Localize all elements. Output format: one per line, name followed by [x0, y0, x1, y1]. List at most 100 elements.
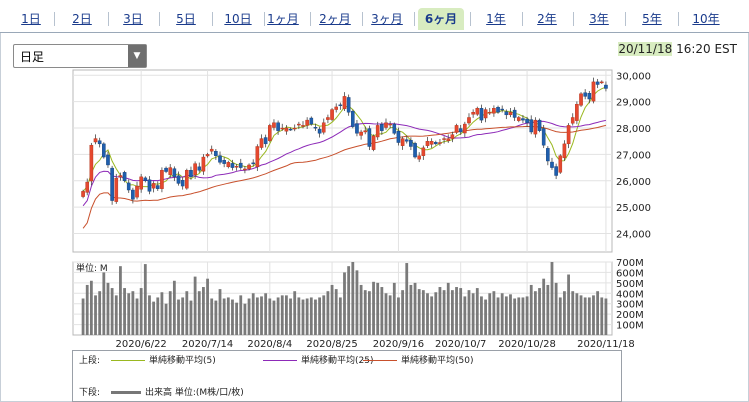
volume-bar	[546, 284, 550, 335]
tab-8[interactable]: 3ヶ月	[371, 12, 403, 26]
candle-body	[533, 119, 538, 135]
candle-body	[276, 122, 280, 131]
candle-body	[147, 179, 152, 192]
price-tick-label: 29,000	[616, 98, 651, 109]
volume-bar	[106, 282, 110, 335]
candle-body	[595, 81, 600, 85]
x-tick-label: 2020/7/14	[182, 339, 233, 350]
tab-separator	[310, 12, 311, 26]
volume-bar	[94, 295, 97, 335]
volume-bar	[98, 291, 102, 335]
volume-bar	[388, 295, 392, 335]
candle-body	[118, 175, 123, 178]
volume-bar	[471, 293, 475, 335]
price-tick-label: 28,000	[616, 124, 651, 135]
tab-2[interactable]: 2日	[72, 12, 92, 26]
volume-bar	[318, 297, 322, 335]
tab-3[interactable]: 3日	[123, 12, 143, 26]
volume-bar	[367, 291, 371, 335]
x-tick-label: 2020/8/25	[306, 339, 357, 350]
volume-bar	[305, 298, 309, 335]
candle-body	[102, 143, 106, 158]
volume-bar	[156, 297, 160, 335]
tab-separator	[362, 12, 363, 26]
candle-body	[230, 163, 235, 168]
candle-body	[604, 84, 608, 89]
candle-body	[516, 117, 521, 121]
volume-bar	[384, 293, 388, 335]
candle-body	[114, 177, 119, 202]
candle-body	[263, 137, 268, 145]
candle-body	[384, 122, 388, 128]
candle-body	[309, 117, 314, 125]
tab-1[interactable]: 1日	[21, 12, 41, 26]
volume-bar	[500, 293, 504, 335]
tab-6[interactable]: 1ヶ月	[267, 12, 299, 26]
volume-bar	[222, 298, 226, 335]
legend-upper-label: 上段:	[79, 356, 101, 366]
candle-body	[126, 182, 131, 191]
candle-body	[570, 117, 575, 124]
tab-separator	[414, 12, 415, 26]
legend-ma50: 単純移動平均(50)	[401, 356, 474, 366]
tab-separator	[573, 12, 574, 26]
x-tick-label: 2020/6/22	[116, 339, 167, 350]
candle-body	[93, 138, 98, 143]
candle-body	[375, 125, 380, 138]
volume-bar	[513, 298, 517, 335]
candle-body	[496, 106, 500, 113]
candle-body	[492, 108, 496, 114]
candle-body	[504, 111, 509, 116]
volume-bar	[538, 288, 541, 335]
tab-separator	[108, 12, 109, 26]
candle-body	[546, 148, 550, 162]
volume-bar	[446, 282, 450, 335]
candle-body	[110, 167, 114, 201]
volume-bar	[289, 298, 292, 335]
candle-body	[471, 112, 475, 115]
tab-separator	[625, 12, 626, 26]
volume-tick-label: 500M	[616, 279, 644, 290]
candle-body	[541, 128, 546, 146]
volume-bar	[193, 276, 197, 335]
volume-bar	[164, 303, 168, 335]
interval-select[interactable]: 日足 ▼	[13, 44, 147, 68]
candle-body	[326, 117, 330, 120]
candle-body	[155, 185, 160, 189]
tab-5[interactable]: 10日	[224, 12, 252, 26]
candle-body	[367, 128, 372, 147]
candle-body	[321, 122, 326, 133]
volume-bar	[247, 298, 251, 335]
candle-body	[226, 162, 231, 168]
tab-11[interactable]: 2年	[537, 12, 557, 26]
volume-bar	[148, 295, 151, 335]
candle-body	[197, 166, 202, 171]
tab-13[interactable]: 5年	[642, 12, 662, 26]
candle-body	[566, 125, 571, 145]
volume-bar	[235, 302, 239, 335]
volume-bar	[197, 291, 201, 335]
tab-9[interactable]: 6ヶ月	[418, 8, 464, 30]
volume-tick-label: 100M	[616, 321, 644, 332]
tab-14[interactable]: 10年	[692, 12, 720, 26]
volume-bar	[397, 297, 400, 335]
volume-bar	[172, 280, 176, 335]
tab-7[interactable]: 2ヶ月	[319, 12, 351, 26]
volume-bar	[139, 288, 143, 335]
volume-bar	[480, 296, 483, 335]
volume-bar	[455, 287, 458, 335]
tab-4[interactable]: 5日	[176, 12, 196, 26]
candle-body	[587, 93, 592, 100]
candle-body	[404, 139, 409, 142]
tab-10[interactable]: 1年	[486, 12, 506, 26]
candle-body	[392, 123, 397, 134]
volume-bar	[542, 278, 546, 335]
candle-body	[185, 170, 189, 189]
volume-bar	[102, 272, 106, 335]
candle-body	[222, 160, 226, 164]
volume-bar	[293, 291, 297, 335]
volume-bar	[330, 284, 334, 335]
volume-bar	[114, 295, 118, 335]
chevron-down-icon[interactable]: ▼	[128, 45, 146, 67]
tab-12[interactable]: 3年	[589, 12, 609, 26]
